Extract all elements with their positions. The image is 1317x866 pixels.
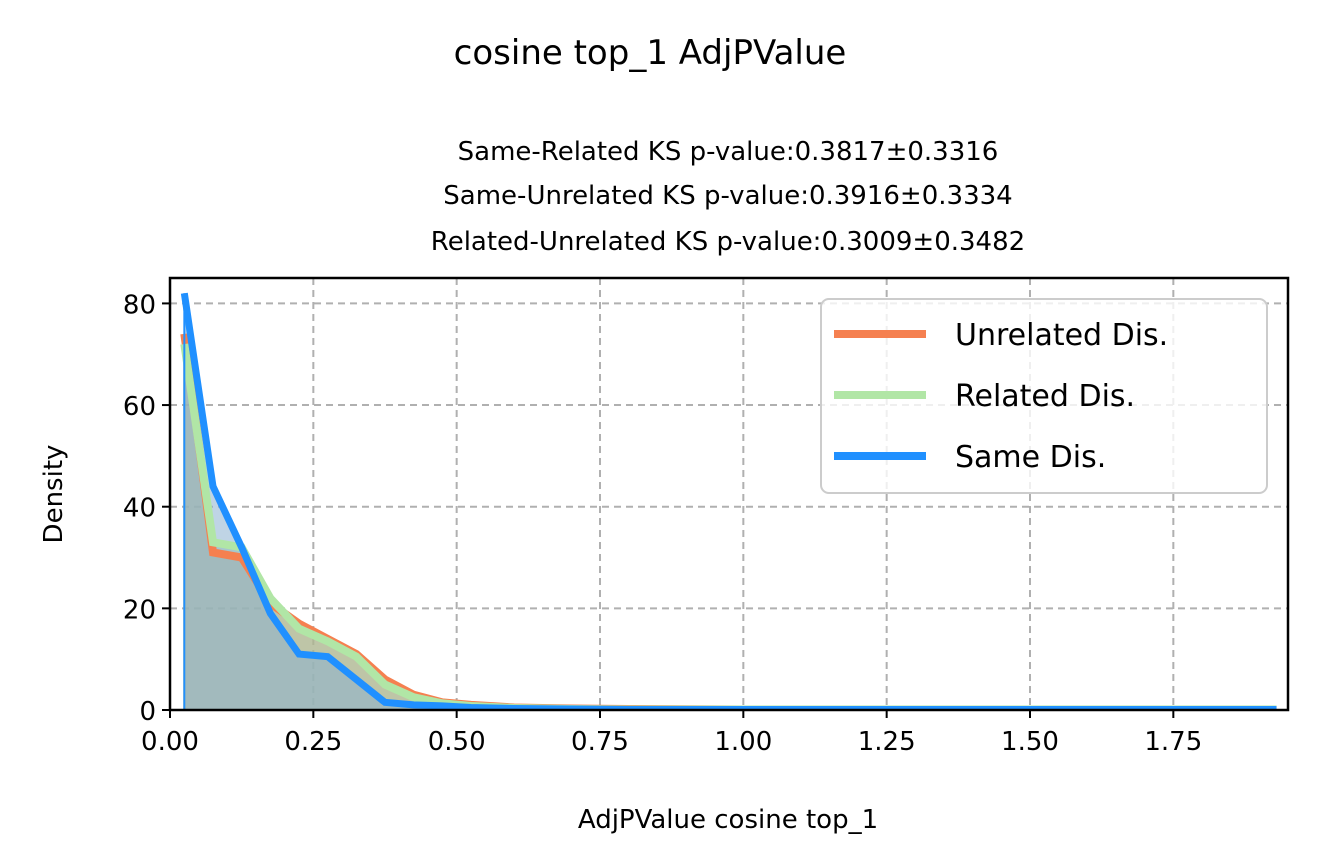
chart-title-line-2: Same-Unrelated KS p-value:0.3916±0.3334 xyxy=(443,181,1012,211)
y-tick-label: 60 xyxy=(123,392,156,422)
x-tick-label: 1.50 xyxy=(1001,727,1059,757)
axes-frame xyxy=(168,276,1290,712)
legend-entry-label: Same Dis. xyxy=(955,440,1106,475)
x-tick-label: 0.00 xyxy=(141,727,199,757)
chart-title-line-3: Related-Unrelated KS p-value:0.3009±0.34… xyxy=(431,227,1025,257)
x-tick-label: 1.75 xyxy=(1144,727,1202,757)
chart-title-line-1: Same-Related KS p-value:0.3817±0.3316 xyxy=(458,137,999,167)
legend-entry-label: Related Dis. xyxy=(955,379,1135,414)
y-axis-label: Density xyxy=(39,445,69,544)
plot-area: 0.00 0.25 0.50 0.75 1.00 1.25 1.50 1.75 0 20 40 60 8… xyxy=(123,276,1290,757)
chart-suptitle: cosine top_1 AdjPValue xyxy=(454,33,847,73)
y-tick-label: 40 xyxy=(123,494,156,524)
legend: Unrelated Dis. Related Dis. Same Dis. xyxy=(820,298,1268,494)
legend-entry-label: Unrelated Dis. xyxy=(955,318,1168,353)
x-axis-label: AdjPValue cosine top_1 xyxy=(578,805,878,835)
x-tick-label: 1.00 xyxy=(714,727,772,757)
legend-box xyxy=(820,298,1268,494)
x-tick-label: 1.25 xyxy=(858,727,916,757)
x-tick-label: 0.75 xyxy=(571,727,629,757)
x-tick-label: 0.25 xyxy=(284,727,342,757)
y-tick-label: 80 xyxy=(123,290,156,320)
y-tick-label: 0 xyxy=(139,697,156,727)
series-area-2 xyxy=(184,293,1277,710)
y-tick-label: 20 xyxy=(123,595,156,625)
x-tick-label: 0.50 xyxy=(428,727,486,757)
